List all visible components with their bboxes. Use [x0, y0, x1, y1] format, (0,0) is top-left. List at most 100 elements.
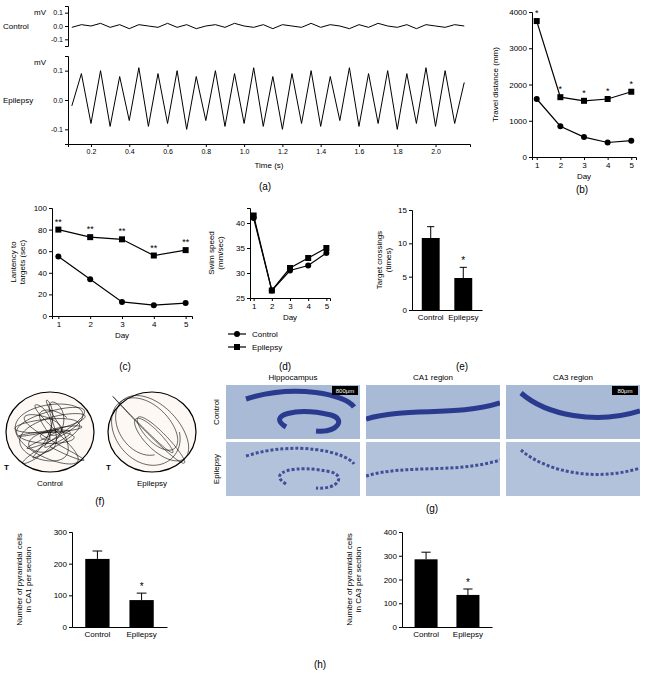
- axis-title: in CA1 per section: [24, 547, 33, 612]
- micrograph: [226, 442, 360, 496]
- series-line: [537, 99, 632, 143]
- scale-label: 800μm: [336, 388, 354, 394]
- row-label: Epilepsy: [212, 454, 221, 484]
- data-point: [323, 245, 329, 251]
- cell-layer: [521, 450, 640, 474]
- tick-label: Control: [413, 630, 439, 639]
- significance: *: [461, 255, 465, 266]
- tick-mark: [90, 316, 91, 319]
- tick: 400: [384, 528, 402, 537]
- significance: *: [582, 88, 586, 98]
- axis: 0100200300400: [384, 528, 403, 632]
- data-point: [581, 98, 587, 104]
- tick-label: 4: [606, 161, 611, 170]
- axis-title: Number of pyramidal cells: [345, 533, 354, 625]
- tick-mark: [399, 603, 402, 604]
- tick-label: 0.1: [53, 67, 63, 74]
- tick-mark: [436, 144, 437, 147]
- tick-mark: [69, 532, 72, 533]
- micrograph: [506, 385, 640, 439]
- tick: 3000: [509, 44, 532, 53]
- tick: 0: [43, 312, 52, 321]
- scale-bar: [612, 386, 638, 395]
- tick: Epilepsy: [453, 627, 483, 639]
- tick: 40: [236, 219, 250, 228]
- tick: 0.1: [53, 67, 68, 74]
- tick-label: 0.8: [201, 148, 211, 155]
- tick-label: 35: [236, 244, 245, 253]
- data-point: [151, 253, 157, 259]
- data-point: [269, 288, 275, 294]
- chart: 0100200300ControlEpilepsy*Number of pyra…: [15, 528, 326, 670]
- tick-label: 15: [398, 206, 407, 215]
- cell-layer: [366, 460, 500, 476]
- axis-line: [413, 310, 483, 311]
- tick: 100: [384, 599, 402, 608]
- axis-title: (times): [384, 247, 393, 272]
- tick-label: 20: [38, 290, 47, 299]
- axis-title: Time (s): [254, 161, 283, 170]
- tick-label: 100: [384, 599, 398, 608]
- tick-mark: [399, 627, 402, 628]
- data-point: [557, 94, 563, 100]
- tick-label: Epilepsy: [126, 630, 156, 639]
- tick-mark: [65, 13, 68, 14]
- tick: 300: [54, 528, 72, 537]
- image-bg: [506, 385, 640, 439]
- cell-layer: [246, 448, 354, 488]
- chart: 051015ControlEpilepsy*Target crossings(t…: [375, 206, 483, 372]
- tick-mark: [537, 157, 538, 160]
- tick-label: 0: [393, 623, 398, 632]
- tick: Control: [85, 627, 111, 639]
- plot-area: [72, 23, 464, 28]
- tick-mark: [529, 12, 532, 13]
- axis: Control Epilepsy: [403, 627, 493, 639]
- tick-mark: [282, 144, 283, 147]
- plot-area: [72, 68, 464, 130]
- tick-label: 1.4: [316, 148, 326, 155]
- tick-label: 2.0: [431, 148, 441, 155]
- significance: **: [182, 237, 190, 247]
- tick-mark: [69, 595, 72, 596]
- bar: [422, 238, 440, 310]
- tick-mark: [409, 210, 412, 211]
- tick-label: 30: [236, 269, 245, 278]
- tick: -0.1: [51, 36, 68, 43]
- tick-mark: [399, 580, 402, 581]
- tick-label: 3000: [509, 44, 527, 53]
- tick-label: 1: [57, 320, 62, 329]
- tick-label: 80: [38, 226, 47, 235]
- tick: 100: [54, 591, 72, 600]
- tick-label: 3: [582, 161, 587, 170]
- tick-mark: [409, 277, 412, 278]
- axis-title: Number of pyramidal cells: [15, 533, 24, 625]
- error-cap: [137, 593, 147, 594]
- tick-label: -0.1: [51, 126, 63, 133]
- swim-track: [112, 396, 189, 466]
- data-point: [628, 89, 634, 95]
- tick: 40: [38, 269, 52, 278]
- tick-label: Epilepsy: [448, 313, 478, 322]
- tick-mark: [65, 129, 68, 130]
- plot-area: [55, 227, 188, 309]
- data-point: [269, 288, 275, 294]
- tick: 60: [38, 247, 52, 256]
- chart: -0.10.00.1ControlmV-0.10.00.1EpilepsymV0…: [3, 7, 471, 193]
- error-bar: [463, 267, 464, 278]
- tick-mark: [560, 157, 561, 160]
- data-point: [605, 140, 611, 146]
- tick: 4000: [509, 8, 532, 17]
- tick: 0.0: [53, 23, 68, 30]
- tick-label: 100: [34, 204, 48, 213]
- plot-area: [534, 18, 635, 145]
- axis-line: [69, 533, 73, 628]
- significance: **: [118, 226, 126, 236]
- image-bg: [226, 385, 360, 439]
- tick: 1: [535, 157, 540, 170]
- axis-title: mV: [34, 58, 47, 67]
- significance: *: [535, 8, 539, 18]
- data-point: [55, 254, 61, 260]
- error-bar: [430, 227, 431, 238]
- tick-label: 0: [63, 623, 68, 632]
- tick-mark: [631, 157, 632, 160]
